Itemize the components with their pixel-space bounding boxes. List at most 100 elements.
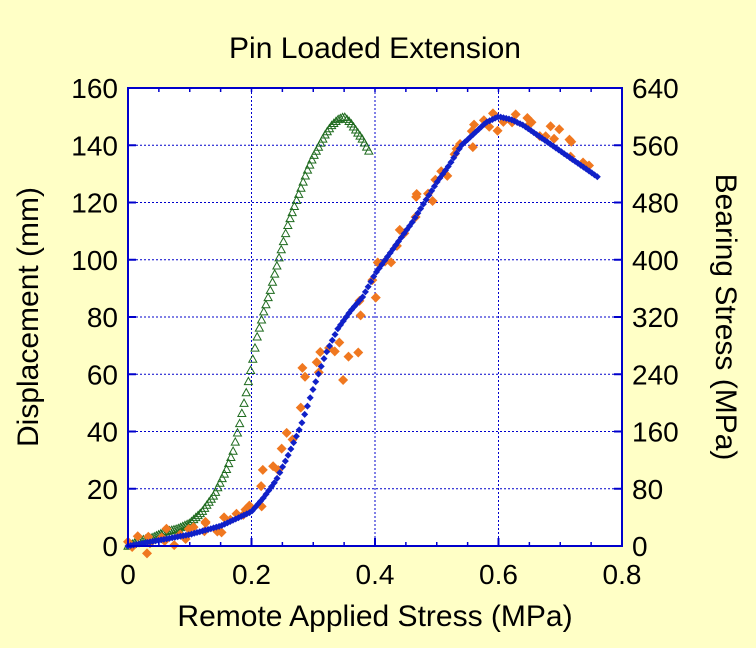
- data-point: [370, 292, 381, 303]
- data-point: [353, 347, 364, 358]
- data-point: [315, 347, 326, 358]
- data-point: [302, 164, 313, 174]
- data-point: [408, 218, 416, 226]
- data-point: [317, 362, 325, 370]
- data-point: [320, 355, 328, 363]
- data-point: [363, 145, 374, 155]
- data-point: [270, 479, 278, 487]
- data-point: [545, 121, 556, 132]
- y2-tick-label: 400: [632, 245, 679, 276]
- data-point: [284, 451, 292, 459]
- data-point: [272, 260, 282, 270]
- data-point: [386, 257, 397, 268]
- data-point: [241, 387, 252, 397]
- data-point: [328, 336, 336, 344]
- data-point: [254, 322, 265, 332]
- data-point: [427, 196, 438, 207]
- data-point: [314, 370, 322, 378]
- y2-tick-label: 0: [632, 531, 648, 562]
- data-point: [243, 376, 254, 386]
- data-point: [281, 457, 289, 465]
- data-point: [223, 458, 234, 468]
- data-point: [364, 283, 372, 291]
- data-point: [217, 473, 227, 483]
- y2-axis-label: Bearing Stress (MPa): [709, 174, 742, 461]
- data-point: [177, 521, 188, 531]
- data-point: [343, 351, 354, 362]
- data-point: [300, 170, 311, 180]
- data-point: [469, 119, 480, 130]
- data-point: [226, 452, 236, 462]
- data-point: [228, 446, 238, 455]
- data-point: [361, 288, 369, 296]
- data-point: [338, 374, 349, 385]
- y2-tick-label: 80: [632, 474, 663, 505]
- data-point: [171, 524, 182, 533]
- data-point: [281, 427, 292, 438]
- y-tick-label: 140: [71, 130, 118, 161]
- data-point: [142, 548, 153, 559]
- data-point: [295, 402, 306, 413]
- data-point: [290, 439, 298, 447]
- data-point: [256, 481, 267, 492]
- data-point: [383, 253, 391, 261]
- data-point: [307, 154, 317, 164]
- data-point: [326, 342, 334, 350]
- x-tick-label: 0.4: [356, 559, 395, 590]
- x-tick-label: 0.2: [232, 559, 271, 590]
- data-point: [287, 207, 298, 217]
- data-point: [296, 183, 306, 192]
- y2-tick-label: 560: [632, 130, 679, 161]
- y2-tick-label: 240: [632, 359, 679, 390]
- data-point: [273, 474, 281, 482]
- data-point: [303, 402, 311, 410]
- data-point: [467, 142, 478, 153]
- y2-tick-label: 320: [632, 302, 679, 333]
- data-point: [215, 477, 225, 487]
- data-point: [333, 114, 344, 124]
- data-point: [236, 408, 247, 417]
- data-point: [306, 394, 314, 402]
- data-point: [367, 278, 375, 286]
- data-point: [411, 214, 419, 222]
- data-point: [414, 209, 422, 217]
- data-point: [195, 508, 206, 518]
- data-point: [291, 195, 302, 204]
- data-point: [234, 418, 245, 428]
- data-point: [453, 149, 461, 157]
- data-point: [334, 337, 345, 348]
- data-point: [312, 378, 320, 386]
- x-tick-label: 0.6: [479, 559, 518, 590]
- y2-tick-label: 160: [632, 417, 679, 448]
- x-axis-label: Remote Applied Stress (MPa): [177, 600, 572, 633]
- data-point: [267, 277, 278, 286]
- data-point: [323, 348, 331, 356]
- data-point: [210, 487, 221, 496]
- data-point: [450, 154, 458, 162]
- data-point: [276, 443, 287, 454]
- data-point: [287, 445, 295, 453]
- data-point: [301, 410, 309, 418]
- y-tick-label: 120: [71, 188, 118, 219]
- data-point: [276, 469, 284, 477]
- data-point: [230, 436, 241, 446]
- data-point: [444, 162, 452, 170]
- data-point: [278, 236, 289, 246]
- data-point: [282, 220, 293, 229]
- data-point: [285, 213, 295, 223]
- data-point: [331, 331, 339, 339]
- data-point: [268, 461, 279, 472]
- y-tick-label: 20: [87, 474, 118, 505]
- y-tick-label: 160: [71, 73, 118, 104]
- data-point: [300, 371, 311, 382]
- data-point: [549, 133, 560, 144]
- data-point: [297, 362, 308, 373]
- data-point: [309, 385, 317, 393]
- data-point: [132, 531, 143, 542]
- data-point: [293, 189, 304, 198]
- data-point: [257, 464, 268, 475]
- data-point: [263, 292, 273, 302]
- data-point: [593, 173, 601, 181]
